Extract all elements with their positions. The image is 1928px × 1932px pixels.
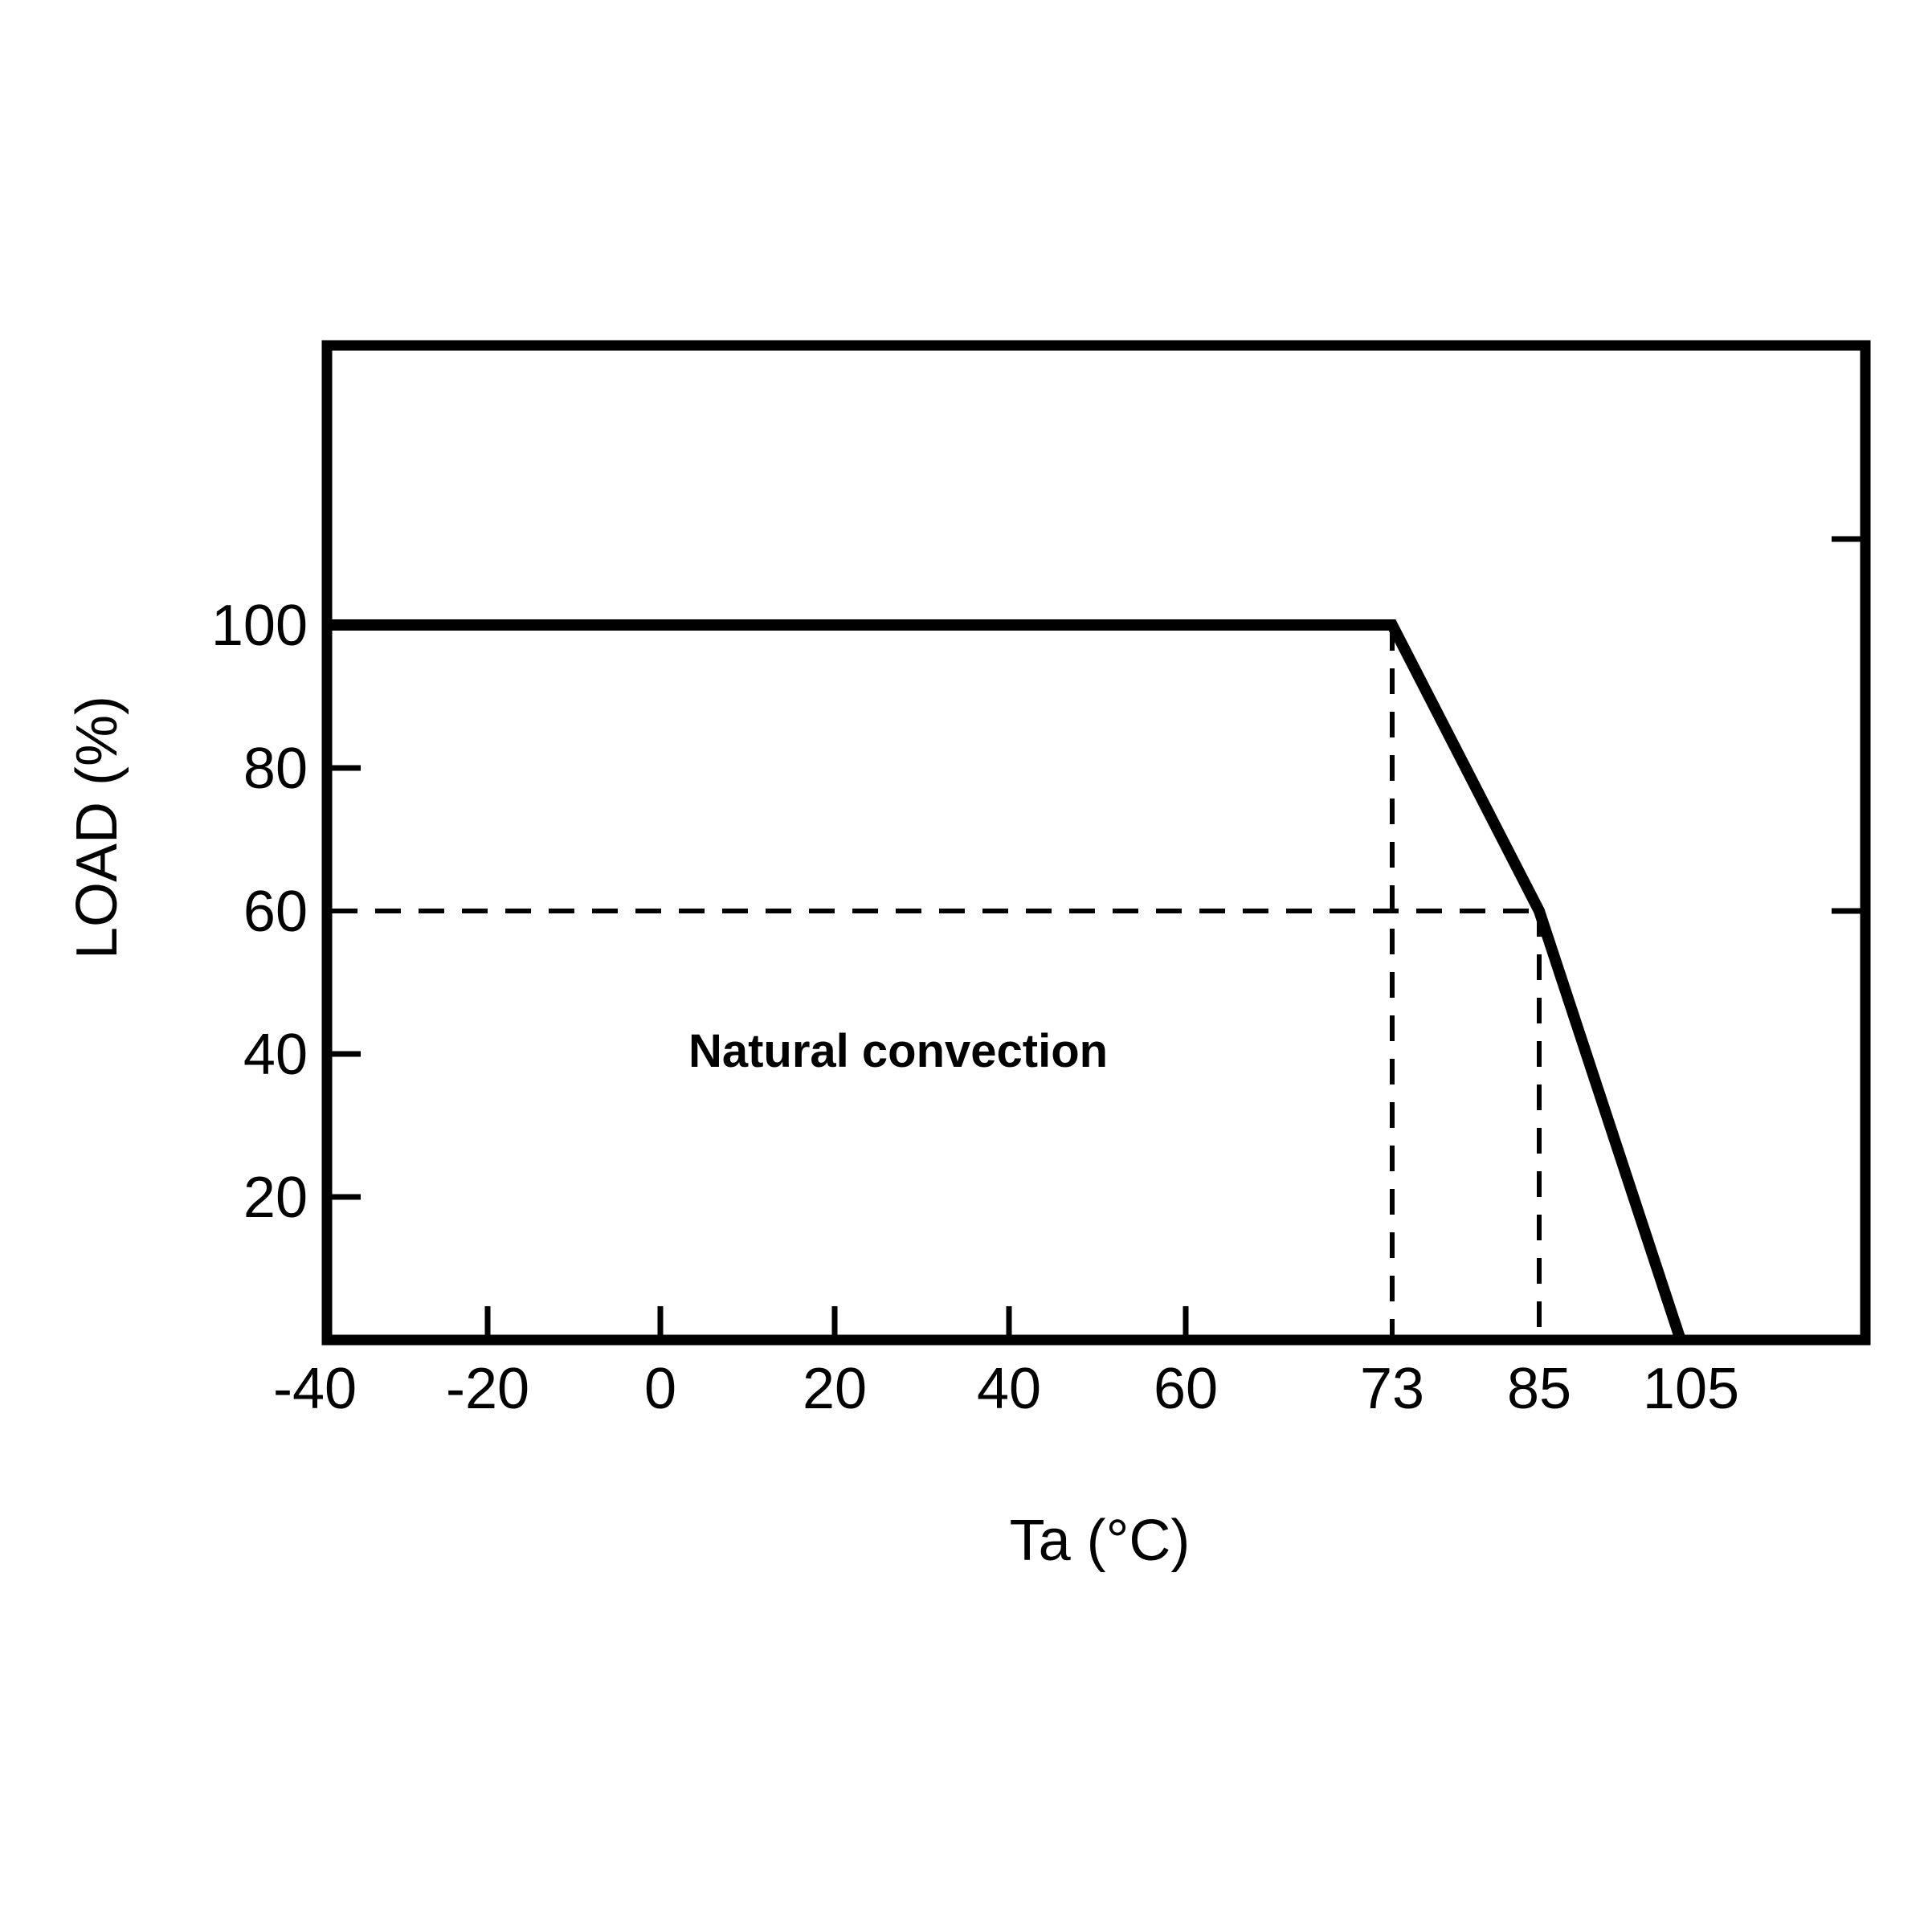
x-tick-label-20: 20 [803, 1357, 867, 1421]
x-axis-title: Ta (°C) [1010, 1509, 1191, 1573]
x-tick-label-60: 60 [1154, 1357, 1218, 1421]
x-tick-label-73: 73 [1360, 1357, 1424, 1421]
x-tick-label-0: 0 [644, 1357, 676, 1421]
y-tick-label-60: 60 [243, 880, 308, 944]
y-tick-label-80: 80 [243, 737, 308, 801]
derating-curve-line [327, 619, 1686, 1342]
x-tick-label-105: 105 [1643, 1357, 1739, 1421]
x-tick-label--20: -20 [446, 1357, 529, 1421]
y-axis-title: LOAD (%) [65, 696, 129, 959]
x-tick-label-85: 85 [1507, 1357, 1571, 1421]
y-tick-label-20: 20 [243, 1166, 308, 1230]
y-tick-label-100: 100 [211, 594, 308, 658]
x-tick-label--40: -40 [273, 1357, 357, 1421]
x-tick-label-40: 40 [977, 1357, 1041, 1421]
chart-annotation: Natural convection [688, 1025, 1108, 1077]
plot-border [321, 340, 1871, 1346]
y-tick-label-40: 40 [243, 1023, 308, 1087]
